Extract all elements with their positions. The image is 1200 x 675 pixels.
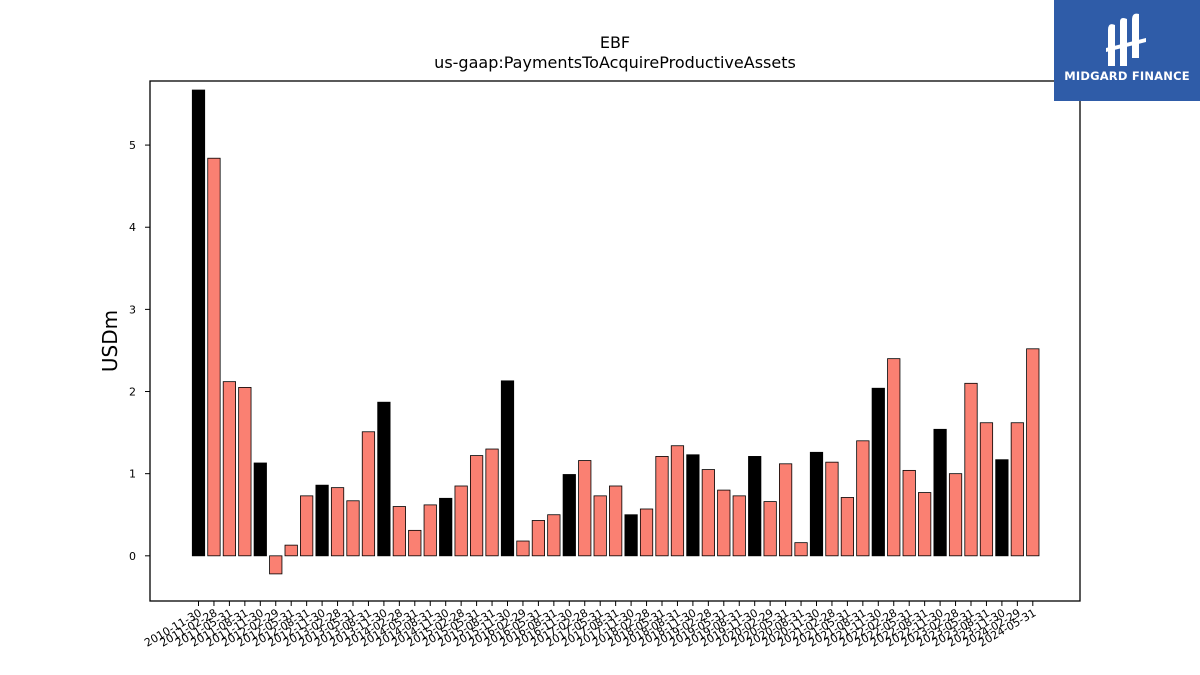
bar-2014-08-31 — [423, 504, 437, 557]
bar-2019-11-30 — [748, 456, 762, 557]
bar-2018-08-31 — [670, 445, 685, 557]
bar-2015-11-30 — [500, 380, 515, 557]
bar-2015-05-31 — [469, 455, 484, 557]
chart-subtitle: us-gaap:PaymentsToAcquireProductiveAsset… — [434, 53, 796, 72]
bar-2014-11-30 — [439, 497, 453, 557]
bar-2017-08-31 — [609, 485, 623, 557]
bar-2023-05-31 — [964, 382, 978, 557]
bar-2019-02-28 — [701, 469, 715, 557]
plot-frame — [149, 80, 1081, 602]
bar-2015-08-31 — [485, 448, 499, 557]
bar-2016-08-31 — [547, 514, 561, 557]
y-axis-label: USDm — [98, 310, 122, 372]
bar-2022-11-30 — [933, 428, 947, 557]
bar-2017-05-31 — [593, 495, 607, 557]
bar-2011-02-28 — [207, 157, 221, 557]
bar-2012-11-30 — [315, 484, 329, 557]
bar-2015-02-28 — [454, 485, 468, 557]
chart-title: EBF — [600, 33, 630, 52]
bar-2016-05-31 — [531, 520, 546, 557]
bar-2021-05-31 — [840, 497, 855, 557]
bar-2017-11-30 — [624, 514, 638, 557]
bar-2022-05-31 — [902, 469, 916, 557]
bar-2013-05-31 — [346, 500, 360, 557]
y-tick-label: 4 — [129, 221, 136, 234]
bar-2020-05-31 — [779, 463, 793, 557]
bar-2012-08-31 — [300, 495, 314, 557]
bar-2018-05-31 — [655, 456, 669, 557]
bar-2024-05-31 — [1026, 348, 1040, 557]
bar-2014-05-31 — [408, 529, 422, 557]
bar-2011-11-30 — [253, 462, 267, 557]
bar-2011-08-31 — [238, 387, 252, 557]
bar-2013-02-28 — [330, 487, 345, 557]
y-tick-label: 3 — [129, 303, 136, 316]
y-tick-label: 5 — [129, 139, 136, 152]
bar-2018-02-28 — [639, 508, 654, 557]
bar-2011-05-31 — [222, 381, 236, 557]
bar-2013-08-31 — [361, 431, 376, 557]
y-tick-label: 1 — [129, 468, 136, 481]
bar-2022-02-28 — [887, 358, 901, 557]
brand-name: MIDGARD FINANCE — [1064, 69, 1190, 83]
bar-2020-08-31 — [794, 542, 808, 557]
bar-2023-02-28 — [948, 473, 963, 557]
bar-2010-11-30 — [191, 89, 206, 557]
y-axis-ticks: 0 1 2 3 4 5 — [129, 139, 150, 563]
bar-2017-02-28 — [578, 460, 592, 557]
y-tick-label: 0 — [129, 550, 136, 563]
bar-2022-08-31 — [918, 492, 932, 557]
bar-2024-02-29 — [1010, 422, 1024, 557]
bar-2012-02-29 — [269, 555, 283, 575]
bar-2023-11-30 — [995, 459, 1009, 557]
bar-2019-05-31 — [717, 489, 731, 557]
bar-2020-02-29 — [763, 501, 777, 557]
bar-2013-11-30 — [377, 401, 391, 557]
bar-2018-11-30 — [686, 454, 700, 557]
bar-2016-11-30 — [562, 474, 576, 557]
bar-2016-02-29 — [516, 540, 530, 557]
bar-2021-11-30 — [871, 387, 885, 557]
brand-logo: MIDGARD FINANCE — [1054, 0, 1200, 101]
bar-2012-05-31 — [284, 544, 298, 557]
midgard-logo-icon — [1106, 13, 1146, 67]
bar-2021-02-28 — [825, 461, 839, 557]
bar-2014-02-28 — [392, 506, 406, 557]
bars-group — [191, 89, 1040, 575]
bar-2021-08-31 — [856, 440, 870, 557]
bar-2023-08-31 — [979, 422, 994, 557]
bar-2019-08-31 — [732, 495, 746, 557]
x-axis-ticks: 2010-11-302011-02-282011-05-312011-08-31… — [142, 601, 1038, 650]
bar-2020-11-30 — [809, 451, 824, 557]
y-tick-label: 2 — [129, 386, 136, 399]
